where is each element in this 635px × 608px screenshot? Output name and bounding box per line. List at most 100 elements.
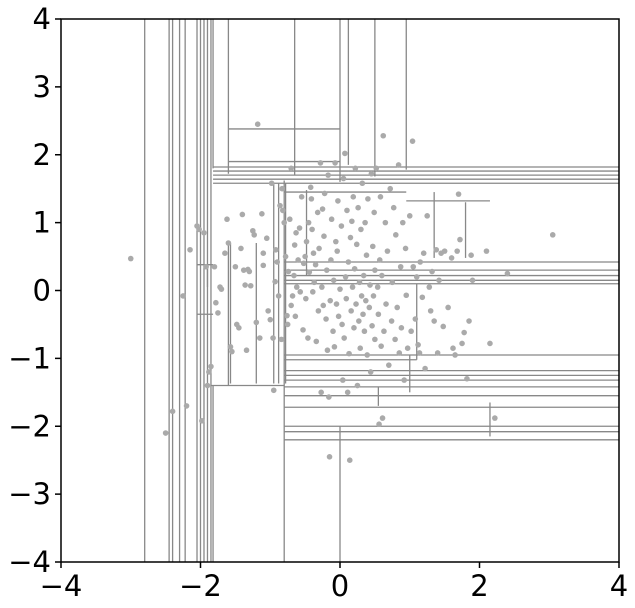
data-point: [356, 318, 362, 324]
data-point: [351, 265, 358, 272]
data-point: [334, 248, 341, 254]
data-point: [169, 408, 176, 415]
data-point: [330, 277, 337, 284]
data-point: [360, 272, 367, 279]
data-point: [379, 272, 385, 279]
data-point: [281, 219, 288, 226]
data-point: [256, 335, 263, 341]
data-point: [487, 340, 493, 347]
data-point: [403, 292, 410, 299]
data-point: [318, 389, 324, 396]
data-point: [302, 253, 308, 260]
data-point: [357, 345, 364, 351]
x-tick-label: −2: [179, 569, 222, 603]
data-point: [305, 335, 311, 341]
data-point: [337, 286, 343, 292]
data-point: [162, 430, 169, 436]
data-point: [426, 284, 433, 290]
data-point: [464, 375, 470, 382]
data-point: [370, 293, 377, 299]
data-point: [417, 259, 424, 265]
y-tick-label: 0: [33, 274, 51, 308]
data-point: [284, 312, 290, 319]
data-point: [452, 352, 458, 358]
data-point: [321, 233, 327, 239]
data-point: [348, 308, 354, 314]
data-point: [218, 286, 225, 292]
data-point: [346, 457, 353, 463]
data-point: [363, 252, 370, 259]
data-point: [353, 301, 359, 307]
data-point: [344, 207, 350, 214]
data-point: [349, 284, 356, 290]
data-point: [358, 293, 365, 299]
data-point: [303, 238, 310, 245]
data-point: [180, 293, 186, 299]
y-tick-label: 2: [33, 138, 51, 172]
data-point: [187, 246, 193, 253]
y-tick-label: −1: [8, 341, 51, 375]
data-point: [387, 185, 394, 192]
data-point: [309, 289, 316, 295]
data-point: [324, 347, 331, 354]
data-point: [402, 245, 409, 252]
data-point: [355, 204, 361, 211]
data-point: [367, 282, 373, 288]
data-point: [320, 302, 327, 309]
data-point: [325, 172, 331, 178]
x-tick-label: 2: [470, 569, 488, 603]
data-point: [394, 304, 400, 311]
data-point: [326, 453, 333, 460]
data-point: [279, 185, 285, 192]
data-point: [397, 263, 404, 270]
data-point: [183, 403, 190, 409]
data-point: [455, 191, 462, 197]
data-point: [445, 304, 451, 311]
data-point: [431, 318, 437, 324]
data-point: [373, 165, 380, 172]
data-point: [313, 338, 320, 345]
data-point: [388, 318, 395, 324]
data-point: [378, 343, 384, 349]
data-point: [383, 301, 389, 307]
data-point: [236, 325, 242, 331]
data-point: [384, 248, 391, 254]
data-point: [206, 369, 212, 375]
data-point: [282, 253, 289, 260]
data-point: [277, 202, 283, 209]
data-point: [372, 267, 378, 273]
data-point: [275, 293, 282, 299]
data-point: [399, 219, 406, 226]
data-point: [375, 311, 382, 318]
data-point: [240, 267, 247, 273]
data-point: [434, 350, 441, 356]
data-point: [406, 213, 413, 219]
data-point: [328, 216, 335, 223]
data-point: [239, 211, 246, 218]
data-point: [253, 319, 260, 326]
data-point: [242, 282, 248, 288]
data-point: [291, 272, 297, 279]
data-point: [251, 232, 258, 238]
data-point: [293, 230, 299, 236]
data-point: [393, 232, 399, 238]
data-point: [254, 121, 261, 128]
data-point: [335, 198, 341, 204]
data-point: [360, 311, 366, 318]
data-point: [381, 328, 387, 335]
data-point: [211, 263, 218, 270]
data-point: [367, 369, 374, 375]
data-point: [448, 255, 455, 261]
data-point: [296, 225, 303, 231]
data-point: [408, 328, 414, 335]
data-point: [410, 263, 417, 270]
data-point: [350, 194, 357, 200]
data-point: [305, 219, 312, 226]
data-point: [338, 223, 345, 229]
data-point: [247, 282, 254, 289]
data-point: [549, 232, 556, 238]
data-point: [300, 260, 307, 267]
data-point: [310, 250, 317, 256]
data-point: [328, 257, 334, 263]
